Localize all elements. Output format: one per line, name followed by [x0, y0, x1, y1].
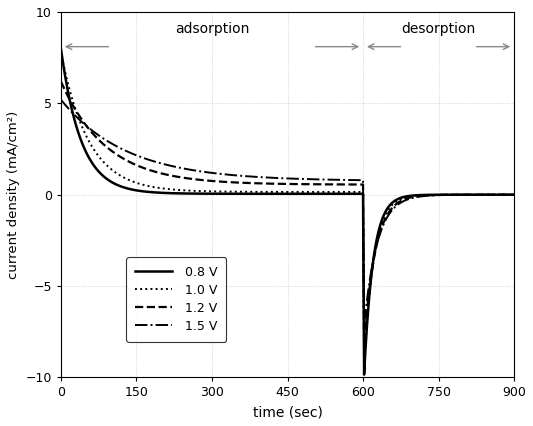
0.8 V: [511, 192, 518, 197]
0.8 V: [317, 191, 323, 196]
1.2 V: [312, 182, 318, 187]
1.0 V: [58, 49, 64, 55]
1.2 V: [487, 192, 493, 197]
1.2 V: [429, 193, 435, 198]
1.2 V: [361, 341, 367, 346]
1.0 V: [361, 360, 367, 365]
X-axis label: time (sec): time (sec): [253, 405, 322, 419]
1.5 V: [361, 323, 367, 328]
0.8 V: [58, 46, 64, 51]
1.5 V: [312, 177, 318, 182]
1.2 V: [502, 192, 508, 197]
Text: desorption: desorption: [401, 22, 476, 36]
0.8 V: [312, 191, 318, 196]
0.8 V: [429, 192, 435, 197]
1.0 V: [487, 192, 493, 197]
1.5 V: [345, 178, 351, 183]
1.0 V: [345, 190, 351, 195]
0.8 V: [487, 192, 493, 197]
Line: 1.0 V: 1.0 V: [61, 52, 514, 362]
Y-axis label: current density (mA/cm²): current density (mA/cm²): [7, 111, 20, 279]
1.5 V: [502, 192, 508, 197]
Text: adsorption: adsorption: [175, 22, 249, 36]
1.0 V: [317, 190, 323, 195]
1.5 V: [317, 177, 323, 182]
1.2 V: [317, 182, 323, 187]
Line: 0.8 V: 0.8 V: [61, 49, 514, 374]
0.8 V: [502, 192, 508, 197]
Legend: 0.8 V, 1.0 V, 1.2 V, 1.5 V: 0.8 V, 1.0 V, 1.2 V, 1.5 V: [126, 257, 226, 342]
1.5 V: [429, 193, 435, 198]
1.2 V: [345, 182, 351, 187]
1.0 V: [429, 193, 435, 198]
1.5 V: [511, 192, 518, 197]
1.0 V: [502, 192, 508, 197]
Line: 1.5 V: 1.5 V: [61, 100, 514, 326]
1.0 V: [312, 190, 318, 195]
1.5 V: [58, 97, 64, 102]
1.5 V: [487, 192, 493, 197]
Line: 1.2 V: 1.2 V: [61, 81, 514, 344]
1.2 V: [511, 192, 518, 197]
0.8 V: [361, 372, 367, 377]
0.8 V: [345, 191, 351, 196]
1.2 V: [58, 79, 64, 84]
1.0 V: [511, 192, 518, 197]
